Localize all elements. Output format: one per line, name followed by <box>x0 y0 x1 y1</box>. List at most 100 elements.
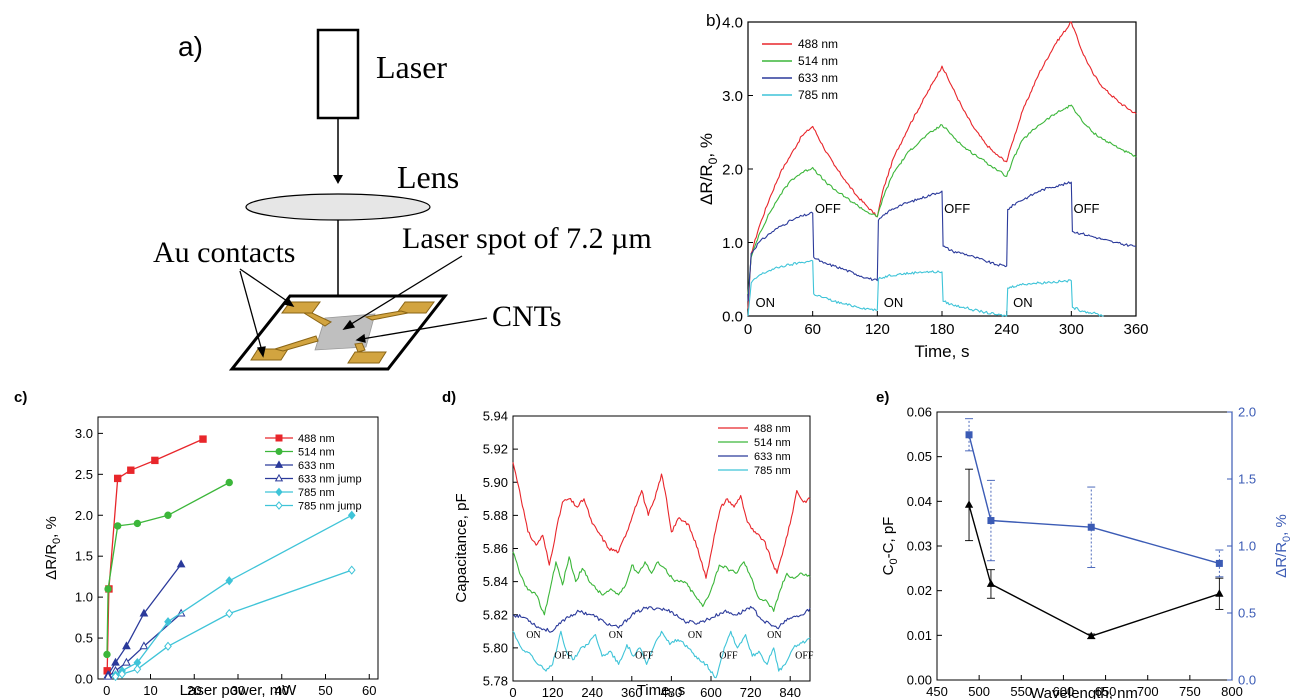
panel-c-series-633-nm-marker <box>122 641 131 650</box>
au-pad-bottom-right <box>347 351 387 364</box>
panel-c-ytick-label: 3.0 <box>75 426 93 441</box>
panel-c-legend-label: 785 nm jump <box>298 501 362 513</box>
panel-b-legend-label: 488 nm <box>798 37 838 51</box>
panel-b-ylabel-main: ΔR/R <box>697 164 716 205</box>
panel-b-legend: 488 nm 514 nm 633 nm 785 nm <box>762 37 838 102</box>
panel-c-series-633-nm-marker <box>139 608 149 617</box>
panel-b-xtick-label: 360 <box>1123 321 1148 338</box>
panel-e-series-left-marker <box>964 500 974 508</box>
panel-d-xtick-label: 480 <box>661 685 683 699</box>
panel-d-ytick-label: 5.92 <box>483 442 508 457</box>
panel-e-xlabel: Wavelength, nm <box>1030 685 1138 699</box>
panel-e-xtick-label: 600 <box>1053 684 1075 699</box>
panel-d-ytick-label: 5.80 <box>483 640 508 655</box>
panel-c-series-514-nm-marker <box>113 522 122 530</box>
panel-c-ylabel: ΔR/R0, % <box>43 516 63 580</box>
panel-c-legend-label: 633 nm jump <box>298 474 362 486</box>
panel-b-annotation: OFF <box>815 201 841 216</box>
panel-b-xtick-label: 120 <box>865 321 890 338</box>
laser-box <box>316 28 360 120</box>
au-trace-bottom-left <box>273 335 319 352</box>
panel-d-ytick-label: 5.90 <box>483 475 508 490</box>
panel-c-series-785-nm-jump-marker <box>111 671 120 682</box>
panel-c-series-785-nm-jump-line <box>115 569 353 678</box>
panel-e-ytick-right-label: 1.0 <box>1238 539 1256 554</box>
panel-label-e: e) <box>876 389 889 406</box>
panel-c-legend-marker <box>275 434 283 442</box>
panel-c-series-785-nm-jump-marker <box>164 641 172 651</box>
panel-c-xtick-label: 40 <box>275 683 289 698</box>
panel-c-series-633-nm-jump-marker <box>122 657 131 666</box>
panel-c-xtick-label: 60 <box>362 683 376 698</box>
panel-c-legend-label: 488 nm <box>298 433 335 445</box>
panel-c-series-633-nm-jump-marker <box>139 641 149 650</box>
panel-c-ytick-label: 0.5 <box>75 631 93 646</box>
panel-e-series-left-marker <box>986 579 996 587</box>
panel-d-ytick-label: 5.78 <box>483 674 508 689</box>
pointer-au-2 <box>239 270 263 352</box>
panel-d-xlabel: Time, s <box>637 682 686 699</box>
panel-e-ytick-label: 0.05 <box>907 449 932 464</box>
panel-e-ylabel-right-unit: , % <box>1273 514 1290 536</box>
panel-b-series <box>747 21 1137 317</box>
panel-b-ytick-label: 0.0 <box>722 308 743 325</box>
panel-c-series-488-nm-marker <box>113 474 122 483</box>
panel-c-ylabel-main: ΔR/R <box>43 544 60 580</box>
panel-d-legend: 488 nm 514 nm 633 nm 785 nm <box>718 423 791 477</box>
pointer-au-1-head <box>282 296 295 307</box>
panel-c-ytick-label: 2.0 <box>75 508 93 523</box>
panel-d-ytick-label: 5.94 <box>483 409 508 424</box>
au-trace-bottom-right <box>354 342 366 353</box>
pointer-spot-head <box>342 319 356 330</box>
panel-c-plot-frame <box>97 416 379 680</box>
panel-b-ytick-label: 4.0 <box>722 14 743 31</box>
panel-d-annotation: OFF <box>635 651 654 662</box>
panel-e-series-right-marker <box>1087 523 1095 531</box>
panel-c-series-785-nm-jump-marker <box>225 608 234 619</box>
panel-b-xlabel: Time, s <box>914 342 969 361</box>
au-contact-pads <box>250 301 435 364</box>
panel-e-series-right-marker <box>965 431 973 439</box>
panel-b-xtick-label: 0 <box>744 321 752 338</box>
panel-b-annotations: ON OFF ON OFF ON OFF <box>756 201 1100 310</box>
panel-c-ytick-label: 0.0 <box>75 672 93 687</box>
au-trace-top-right <box>364 310 409 321</box>
panel-b-xtick-label: 240 <box>994 321 1019 338</box>
panel-d-ytick-label: 5.86 <box>483 541 508 556</box>
panel-c-series-488-nm-marker <box>199 435 207 443</box>
panel-e-ylabel-right-sub: 0 <box>1281 536 1293 542</box>
panel-d-series-633-nm <box>512 605 811 633</box>
panel-b-series-785-nm <box>747 259 1104 317</box>
panel-e-ytick-label: 0.01 <box>907 628 932 643</box>
panel-b-ytick-label: 2.0 <box>722 161 743 178</box>
panel-e-ytick-right-label: 1.5 <box>1238 472 1256 487</box>
panel-b-series-633-nm <box>747 181 1136 302</box>
panel-d-ylabel: Capacitance, pF <box>453 493 470 602</box>
panel-e-ytick-right-label: 0.5 <box>1238 606 1256 621</box>
panel-c-series-514-nm-line <box>106 481 230 655</box>
au-contacts-label: Au contacts <box>153 236 295 269</box>
panel-d-chart: d) 0 120 240 360 480 600 720 840 5.78 5.80 5.82 5.8… <box>442 389 814 699</box>
panel-b-legend-label: 785 nm <box>798 88 838 102</box>
panel-d-ytick-label: 5.82 <box>483 607 508 622</box>
pointer-cnts <box>361 317 488 340</box>
panel-d-legend-label: 785 nm <box>754 465 791 477</box>
panel-d-annotation: ON <box>767 630 781 641</box>
panel-d-xtick-label: 360 <box>621 685 643 699</box>
panel-c-series-785-nm-jump-marker <box>118 669 126 679</box>
panel-c-series-785-nm-marker <box>347 510 356 520</box>
panel-b-annotation: ON <box>884 295 904 310</box>
panel-e-ytick-label: 0.02 <box>907 583 932 598</box>
panel-d-legend-label: 633 nm <box>754 451 791 463</box>
panel-c-series-785-nm-marker <box>225 576 234 586</box>
panel-c-xtick-label: 0 <box>103 683 110 698</box>
pointer-lines <box>239 255 488 358</box>
panel-label-a: a) <box>178 31 203 62</box>
panel-c-legend-marker <box>275 501 283 510</box>
panel-c-ytick-label: 1.5 <box>75 549 93 564</box>
panel-c-xtick-label: 30 <box>231 683 245 698</box>
panel-c-series-633-nm-marker <box>176 559 186 568</box>
